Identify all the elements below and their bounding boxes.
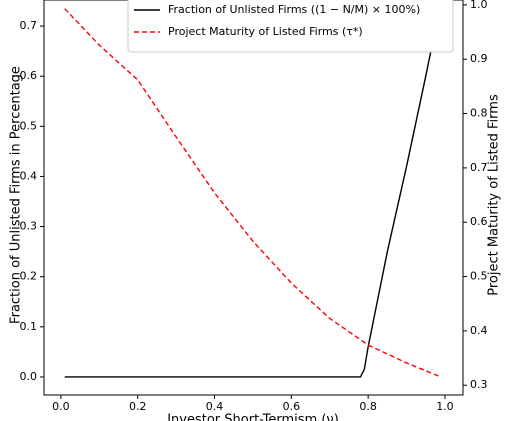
y-tick-label: 0.1 — [20, 320, 38, 333]
y-tick-label: 0.4 — [20, 169, 38, 182]
y-axis-label: Fraction of Unlisted Firms in Percentage — [9, 66, 24, 324]
y-tick-label: 0.0 — [20, 370, 38, 383]
y2-tick-label: 0.5 — [470, 270, 488, 283]
y-tick-label: 0.2 — [20, 270, 38, 283]
x-tick-label: 1.0 — [436, 400, 454, 413]
y2-tick-label: 0.8 — [470, 107, 488, 120]
x-tick-label: 0.6 — [283, 400, 301, 413]
y2-tick-label: 0.7 — [470, 161, 488, 174]
y2-tick-label: 0.6 — [470, 215, 488, 228]
y-tick-label: 0.6 — [20, 69, 38, 82]
plot-frame — [43, 0, 464, 396]
y2-tick-label: 1.0 — [470, 0, 488, 11]
series-line — [64, 0, 442, 378]
y-tick-label: 0.7 — [20, 19, 38, 32]
x-tick-label: 0.8 — [359, 400, 377, 413]
y-tick-label: 0.5 — [20, 119, 38, 132]
y2-tick-label: 0.4 — [470, 324, 488, 337]
x-tick-label: 0.4 — [206, 400, 224, 413]
x-tick-label: 0.2 — [129, 400, 147, 413]
y2-tick-label: 0.9 — [470, 52, 488, 65]
y2-tick-label: 0.3 — [470, 378, 488, 391]
y2-axis-label: Project Maturity of Listed Firms — [487, 94, 502, 296]
legend-box — [127, 0, 454, 53]
series-line — [64, 8, 442, 378]
x-axis-label: Investor Short-Termism (ν) — [167, 413, 339, 421]
y-tick-label: 0.3 — [20, 220, 38, 233]
legend-label: Fraction of Unlisted Firms ((1 − N/M) × … — [168, 3, 420, 16]
legend-label: Project Maturity of Listed Firms (τ*) — [168, 25, 363, 38]
x-tick-label: 0.0 — [52, 400, 70, 413]
